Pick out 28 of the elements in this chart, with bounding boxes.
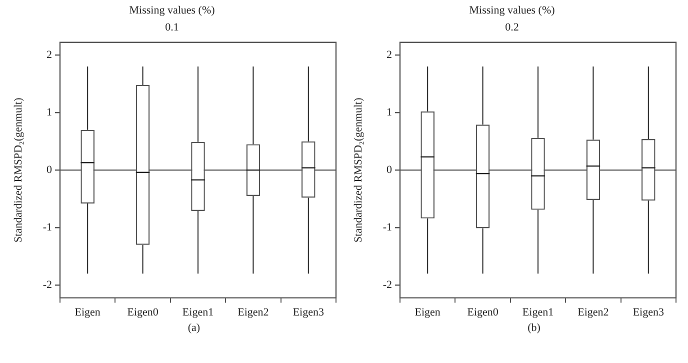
y-tick-label: 1 — [386, 106, 392, 118]
x-tick-label: Eigen3 — [292, 306, 324, 318]
y-tick-label: 2 — [386, 48, 392, 61]
y-tick-label: 0 — [46, 164, 52, 176]
x-tick-label: Eigen — [414, 306, 441, 318]
x-tick-label: Eigen3 — [632, 306, 664, 318]
y-tick-label: -1 — [42, 222, 52, 234]
x-tick-label: Eigen0 — [467, 306, 499, 318]
chart-subtitle: 0.2 — [505, 22, 519, 34]
chart-subtitle: 0.1 — [165, 22, 179, 34]
y-tick-label: 2 — [46, 48, 52, 61]
y-axis-title: Standardized RMSPD₂(genmult) — [12, 97, 24, 242]
text: (a) — [186, 322, 202, 334]
x-tick-label: Eigen0 — [127, 306, 159, 318]
chart-title: Missing values (%) — [129, 4, 216, 16]
chart-title: Missing values (%) — [469, 4, 556, 16]
x-tick-label: Eigen1 — [522, 306, 554, 318]
y-tick-label: 0 — [386, 164, 392, 176]
text: (b) — [526, 322, 542, 334]
y-tick-label: 1 — [46, 106, 52, 118]
y-tick-label: -2 — [42, 279, 52, 292]
x-tick-label: Eigen2 — [238, 306, 269, 318]
x-tick-label: Eigen — [74, 306, 101, 318]
x-tick-label: Eigen2 — [578, 306, 609, 318]
x-tick-label: Eigen1 — [182, 306, 214, 318]
y-tick-label: -2 — [382, 279, 392, 292]
y-tick-label: -1 — [382, 222, 392, 234]
y-axis-title: Standardized RMSPD₂(genmult) — [352, 97, 364, 242]
